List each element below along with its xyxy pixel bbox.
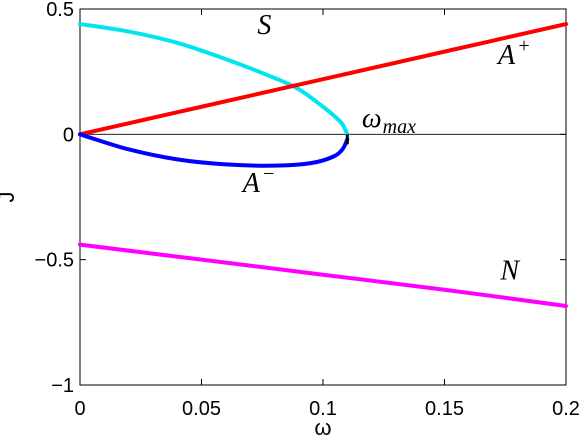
annotation: A + [496,35,531,71]
y-tick-label: 0.5 [46,0,74,21]
annotation: S [257,10,271,41]
x-tick-label: 0 [74,398,85,420]
y-axis-label: J [0,192,19,203]
annotation: ωmax [362,103,416,138]
y-tick-label: −1 [51,375,74,397]
plot-area [79,8,567,386]
annotation: A − [241,163,276,199]
x-tick-label: 0.05 [182,398,221,420]
series-line-s [78,22,350,137]
series-line-a-minus [78,132,350,168]
series-line-n [78,242,568,309]
series-group [78,22,568,309]
x-tick-label: 0.1 [309,398,337,420]
x-tick-label: 0.15 [425,398,464,420]
y-tick-label: 0 [63,124,74,146]
y-tick-label: −0.5 [35,250,74,272]
x-tick-label: 0.2 [552,398,580,420]
series-line-a-plus [78,22,568,137]
annotation: N [499,256,520,287]
x-axis-label: ω [314,415,331,439]
ticks-group: 0 0.05 0.1 0.15 0.2 −1 −0.5 0 0.5 [35,0,580,420]
